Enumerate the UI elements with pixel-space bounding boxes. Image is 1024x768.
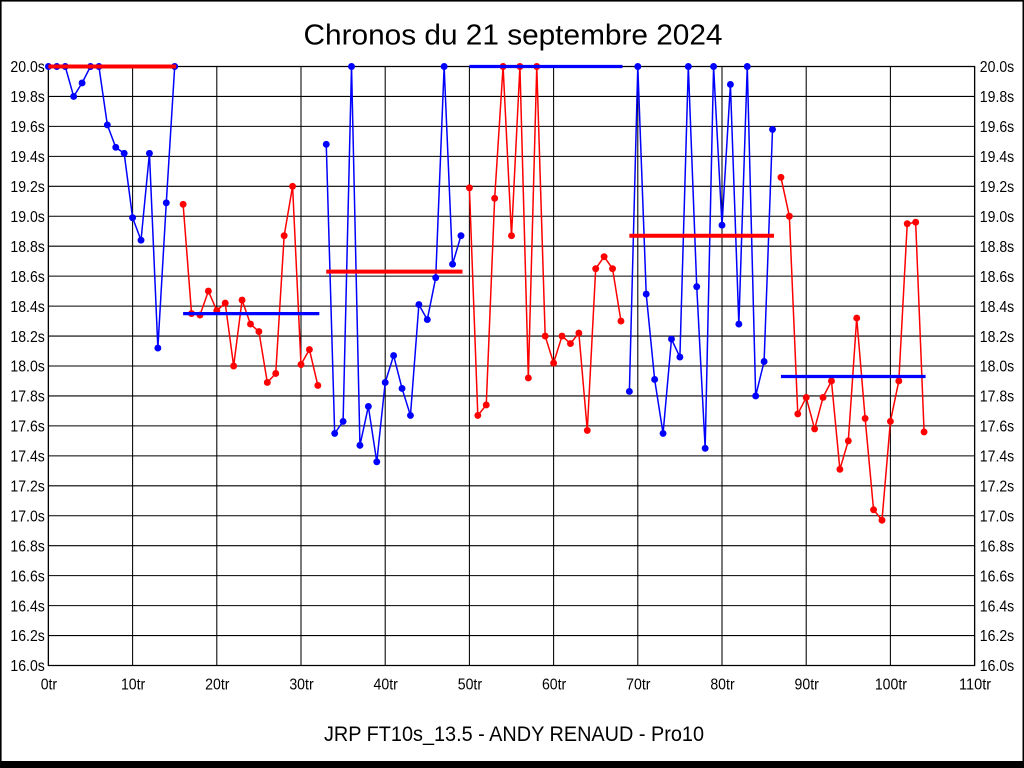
svg-text:110tr: 110tr [959, 676, 991, 693]
svg-text:17.2s: 17.2s [10, 479, 45, 496]
svg-text:19.4s: 19.4s [980, 149, 1015, 166]
svg-text:18.6s: 18.6s [10, 269, 45, 286]
svg-text:16.2s: 16.2s [10, 628, 45, 645]
svg-text:16.6s: 16.6s [980, 568, 1015, 585]
svg-text:0tr: 0tr [41, 676, 57, 693]
svg-text:20.0s: 20.0s [980, 59, 1015, 76]
svg-text:16.8s: 16.8s [980, 538, 1015, 555]
svg-text:19.8s: 19.8s [980, 89, 1015, 106]
svg-text:19.6s: 19.6s [10, 119, 45, 136]
svg-text:19.2s: 19.2s [10, 179, 45, 196]
svg-text:17.8s: 17.8s [10, 389, 45, 406]
svg-text:19.6s: 19.6s [980, 119, 1015, 136]
svg-text:70tr: 70tr [626, 676, 650, 693]
svg-text:30tr: 30tr [289, 676, 313, 693]
svg-text:20.0s: 20.0s [10, 59, 45, 76]
svg-text:18.0s: 18.0s [980, 359, 1015, 376]
svg-text:17.0s: 17.0s [980, 509, 1015, 526]
svg-text:20tr: 20tr [205, 676, 229, 693]
svg-text:60tr: 60tr [542, 676, 566, 693]
svg-text:90tr: 90tr [795, 676, 819, 693]
svg-text:17.6s: 17.6s [10, 419, 45, 436]
svg-text:19.4s: 19.4s [10, 149, 45, 166]
svg-text:18.6s: 18.6s [980, 269, 1015, 286]
svg-text:18.4s: 18.4s [10, 299, 45, 316]
svg-text:17.2s: 17.2s [980, 479, 1015, 496]
svg-text:16.6s: 16.6s [10, 568, 45, 585]
svg-text:19.2s: 19.2s [980, 179, 1015, 196]
svg-text:16.8s: 16.8s [10, 538, 45, 555]
svg-text:19.0s: 19.0s [10, 209, 45, 226]
svg-text:18.0s: 18.0s [10, 359, 45, 376]
svg-text:16.0s: 16.0s [10, 658, 45, 675]
svg-text:19.8s: 19.8s [10, 89, 45, 106]
svg-text:40tr: 40tr [374, 676, 398, 693]
svg-text:16.4s: 16.4s [10, 598, 45, 615]
svg-text:17.4s: 17.4s [10, 449, 45, 466]
svg-text:16.0s: 16.0s [980, 658, 1015, 675]
svg-text:19.0s: 19.0s [980, 209, 1015, 226]
svg-text:17.4s: 17.4s [980, 449, 1015, 466]
svg-text:16.4s: 16.4s [980, 598, 1015, 615]
svg-text:16.2s: 16.2s [980, 628, 1015, 645]
svg-text:18.4s: 18.4s [980, 299, 1015, 316]
svg-text:17.6s: 17.6s [980, 419, 1015, 436]
svg-text:Chronos du 21 septembre 2024: Chronos du 21 septembre 2024 [304, 20, 723, 52]
svg-text:100tr: 100tr [875, 676, 907, 693]
svg-text:17.0s: 17.0s [10, 509, 45, 526]
svg-text:JRP FT10s_13.5 - ANDY RENAUD -: JRP FT10s_13.5 - ANDY RENAUD - Pro10 [324, 722, 704, 746]
svg-text:18.2s: 18.2s [980, 329, 1015, 346]
svg-text:10tr: 10tr [121, 676, 145, 693]
svg-text:18.8s: 18.8s [980, 239, 1015, 256]
svg-text:18.8s: 18.8s [10, 239, 45, 256]
svg-text:80tr: 80tr [710, 676, 734, 693]
svg-text:50tr: 50tr [458, 676, 482, 693]
svg-text:18.2s: 18.2s [10, 329, 45, 346]
svg-text:17.8s: 17.8s [980, 389, 1015, 406]
